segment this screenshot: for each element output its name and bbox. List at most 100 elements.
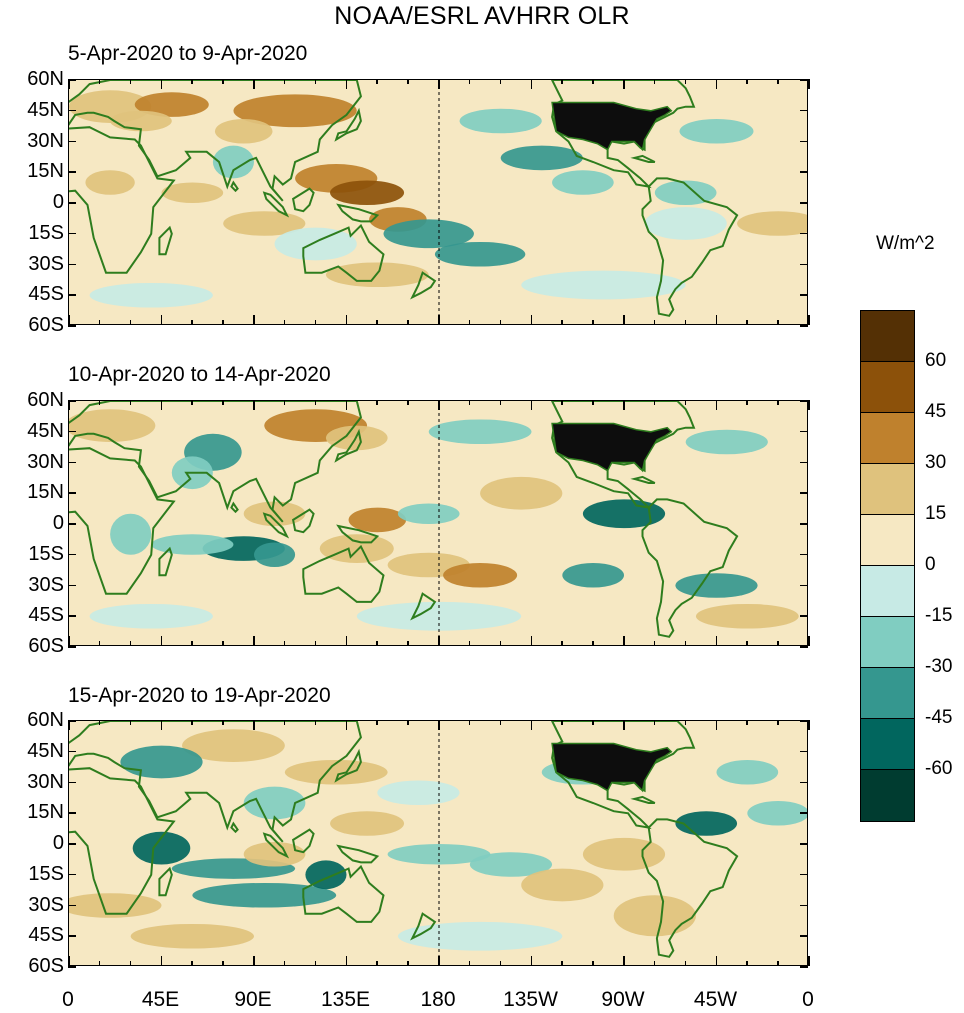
axis-tick xyxy=(561,641,563,646)
latitude-tick-label: 45S xyxy=(28,604,64,627)
longitude-tick-label: 135W xyxy=(503,988,558,1011)
olr-anomaly-region xyxy=(182,729,285,762)
axis-tick xyxy=(808,720,810,730)
axis-tick xyxy=(68,781,76,783)
longitude-tick-label: 90E xyxy=(234,988,272,1011)
colorbar-box xyxy=(861,515,914,566)
axis-tick xyxy=(777,79,779,84)
colorbar-units: W/m^2 xyxy=(876,233,935,254)
panel-2-title: 10-Apr-2020 to 14-Apr-2020 xyxy=(68,363,331,386)
olr-map-svg-3 xyxy=(69,721,807,965)
axis-tick xyxy=(68,720,70,730)
axis-tick xyxy=(808,79,810,89)
olr-anomaly-region xyxy=(675,573,758,598)
coastline xyxy=(230,180,239,193)
axis-tick xyxy=(623,79,625,89)
axis-tick xyxy=(746,961,748,966)
axis-tick xyxy=(777,641,779,646)
axis-tick xyxy=(623,315,625,325)
coastline xyxy=(410,592,437,621)
coastline xyxy=(334,428,362,463)
latitude-tick-label: 15S xyxy=(28,542,64,565)
axis-tick xyxy=(407,641,409,646)
longitude-tick-label: 0 xyxy=(62,988,74,1011)
axis-tick xyxy=(222,320,224,325)
axis-tick xyxy=(746,720,748,725)
olr-anomaly-region xyxy=(330,180,405,206)
olr-anomaly-region xyxy=(480,476,563,510)
axis-tick xyxy=(314,79,317,84)
colorbar-box xyxy=(861,719,914,770)
olr-anomaly-region xyxy=(69,893,162,918)
axis-tick xyxy=(68,232,76,235)
coastline xyxy=(302,544,385,603)
axis-tick xyxy=(561,320,563,325)
axis-tick xyxy=(68,294,76,296)
axis-tick xyxy=(376,720,378,725)
axis-tick xyxy=(129,641,132,646)
olr-anomaly-region xyxy=(243,786,306,820)
axis-tick xyxy=(438,720,440,730)
latitude-tick-label: 60N xyxy=(27,389,64,411)
coastline xyxy=(302,223,385,282)
axis-tick xyxy=(808,315,810,325)
colorbar-label: -60 xyxy=(925,758,953,779)
axis-tick xyxy=(129,400,132,405)
longitude-tick-label: 90W xyxy=(601,988,645,1011)
coastline xyxy=(336,524,380,544)
latitude-tick-label: 30N xyxy=(27,450,64,473)
olr-anomaly-region xyxy=(397,921,563,951)
axis-tick xyxy=(68,523,76,525)
olr-anomaly-region xyxy=(151,534,234,555)
axis-tick xyxy=(68,956,70,966)
olr-anomaly-region xyxy=(233,94,357,128)
axis-tick xyxy=(800,79,808,81)
axis-tick xyxy=(283,961,286,966)
olr-anomaly-region xyxy=(85,170,135,195)
axis-tick xyxy=(191,320,193,325)
axis-tick xyxy=(715,720,717,730)
latitude-tick-label: 30S xyxy=(28,252,64,275)
axis-tick xyxy=(314,720,317,725)
latitude-tick-label: 0 xyxy=(52,191,64,213)
olr-anomaly-region xyxy=(134,92,209,117)
axis-tick xyxy=(715,315,717,325)
axis-tick xyxy=(715,79,717,89)
olr-anomaly-region xyxy=(469,852,553,877)
axis-tick xyxy=(68,646,76,648)
axis-tick xyxy=(800,646,808,648)
axis-tick xyxy=(407,720,409,725)
olr-anomaly-region xyxy=(356,601,522,631)
olr-anomaly-region xyxy=(110,513,152,555)
axis-tick xyxy=(191,961,193,966)
axis-tick xyxy=(800,966,808,968)
axis-tick xyxy=(684,79,687,84)
axis-tick xyxy=(345,956,347,966)
coastline xyxy=(69,721,362,843)
axis-tick xyxy=(653,79,656,84)
axis-tick xyxy=(191,720,193,725)
axis-tick xyxy=(468,79,471,84)
axis-tick xyxy=(800,202,808,204)
olr-anomaly-region xyxy=(212,145,254,179)
colorbar-label: 0 xyxy=(925,554,936,575)
olr-anomaly-region xyxy=(428,419,532,445)
panel-1-title: 5-Apr-2020 to 9-Apr-2020 xyxy=(68,42,308,65)
olr-anomaly-region xyxy=(348,507,407,533)
olr-anomaly-region xyxy=(192,882,337,908)
olr-anomaly-region xyxy=(737,211,807,236)
axis-tick xyxy=(684,641,687,646)
axis-tick xyxy=(561,720,563,725)
axis-tick xyxy=(68,430,76,433)
axis-tick xyxy=(468,720,471,725)
axis-tick xyxy=(407,320,409,325)
coastline xyxy=(158,866,173,897)
colorbar-box xyxy=(861,617,914,668)
axis-tick xyxy=(68,79,70,89)
axis-tick xyxy=(777,400,779,405)
latitude-tick-label: 0 xyxy=(52,512,64,534)
olr-anomaly-region xyxy=(89,603,213,629)
axis-tick xyxy=(746,641,748,646)
latitude-tick-label: 15N xyxy=(27,481,64,504)
olr-anomaly-region xyxy=(89,282,213,308)
